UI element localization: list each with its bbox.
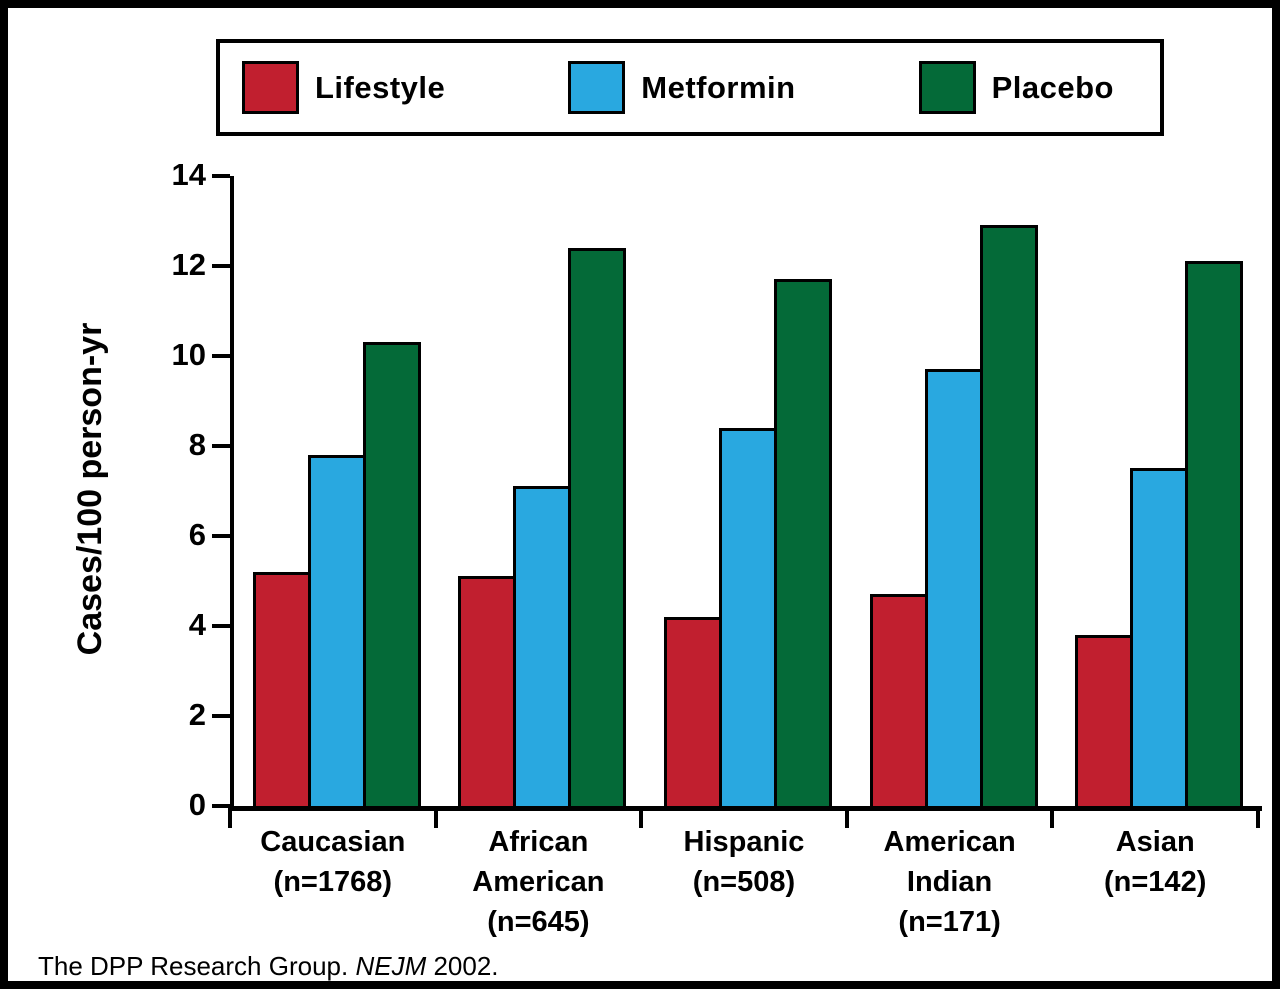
legend-label-placebo: Placebo: [991, 69, 1114, 105]
category-label-2: Hispanic (n=508): [641, 822, 847, 902]
bar-group-0: [234, 176, 440, 806]
category-label-1: African American (n=645): [436, 822, 642, 942]
y-tick-label-10: 10: [171, 337, 206, 372]
legend-item-placebo: Placebo: [918, 61, 1114, 114]
bar-placebo-3: [979, 225, 1038, 806]
y-tick-label-4: 4: [188, 607, 206, 642]
y-tick-label-0: 0: [188, 787, 206, 822]
category-label-line: (n=1768): [273, 866, 393, 898]
category-label-0: Caucasian (n=1768): [230, 822, 436, 902]
y-tick-label-2: 2: [188, 697, 206, 732]
y-tick-10: [212, 354, 230, 358]
bar-lifestyle-1: [458, 576, 517, 806]
bar-group-2: [645, 176, 851, 806]
bar-lifestyle-0: [252, 572, 311, 806]
legend: Lifestyle Metformin Placebo: [216, 39, 1164, 136]
y-axis-title: Cases/100 person-yr: [71, 322, 109, 656]
x-tick-0: [228, 806, 232, 828]
metformin-swatch: [568, 61, 626, 114]
y-tick-0: [212, 804, 230, 808]
x-tick-2: [639, 806, 644, 828]
category-label-line: Indian: [906, 866, 993, 898]
category-label-line: American: [883, 826, 1016, 858]
plot-area: [230, 176, 1262, 811]
category-label-line: Caucasian: [260, 826, 406, 858]
legend-label-lifestyle: Lifestyle: [315, 69, 446, 105]
bar-placebo-4: [1185, 261, 1244, 806]
category-label-3: American Indian (n=171): [847, 822, 1053, 942]
bar-group-3: [851, 176, 1057, 806]
bar-placebo-1: [568, 248, 627, 806]
x-tick-5: [1256, 806, 1260, 828]
placebo-swatch: [918, 61, 976, 114]
y-tick-12: [212, 264, 230, 268]
category-label-line: (n=142): [1104, 866, 1207, 898]
y-tick-label-14: 14: [171, 157, 206, 192]
citation-text: The DPP Research Group.: [38, 951, 356, 981]
y-tick-label-8: 8: [188, 427, 206, 462]
category-label-line: (n=171): [898, 906, 1001, 938]
bar-placebo-0: [362, 342, 421, 806]
category-label-line: Asian: [1115, 826, 1195, 858]
x-tick-3: [844, 806, 849, 828]
category-label-line: African: [488, 826, 589, 858]
legend-label-metformin: Metformin: [641, 69, 796, 105]
citation-journal: NEJM: [355, 951, 427, 981]
category-label-4: Asian (n=142): [1052, 822, 1258, 902]
y-tick-8: [212, 444, 230, 448]
bar-lifestyle-4: [1075, 635, 1134, 806]
legend-item-metformin: Metformin: [568, 61, 795, 114]
y-tick-4: [212, 624, 230, 628]
bar-placebo-2: [773, 279, 832, 806]
x-tick-4: [1050, 806, 1055, 828]
y-tick-label-12: 12: [171, 247, 206, 282]
y-tick-label-6: 6: [188, 517, 206, 552]
y-tick-6: [212, 534, 230, 538]
category-label-line: Hispanic: [683, 826, 805, 858]
legend-item-lifestyle: Lifestyle: [242, 61, 445, 114]
category-label-line: American: [472, 866, 605, 898]
bar-metformin-3: [924, 369, 983, 806]
y-tick-2: [212, 714, 230, 718]
bar-metformin-1: [513, 486, 572, 806]
lifestyle-swatch: [242, 61, 299, 114]
category-label-line: (n=508): [692, 866, 796, 898]
y-tick-14: [212, 174, 230, 178]
x-tick-1: [433, 806, 438, 828]
bar-group-1: [440, 176, 646, 806]
source-citation: The DPP Research Group. NEJM 2002.: [38, 951, 499, 981]
bar-metformin-4: [1130, 468, 1189, 806]
bar-metformin-2: [718, 428, 777, 806]
bar-metformin-0: [307, 455, 366, 806]
bar-lifestyle-3: [869, 594, 928, 806]
bar-lifestyle-2: [663, 617, 722, 806]
category-label-line: (n=645): [487, 906, 590, 938]
bar-group-4: [1056, 176, 1262, 806]
citation-year: 2002.: [426, 951, 499, 981]
bar-groups: [234, 176, 1262, 806]
